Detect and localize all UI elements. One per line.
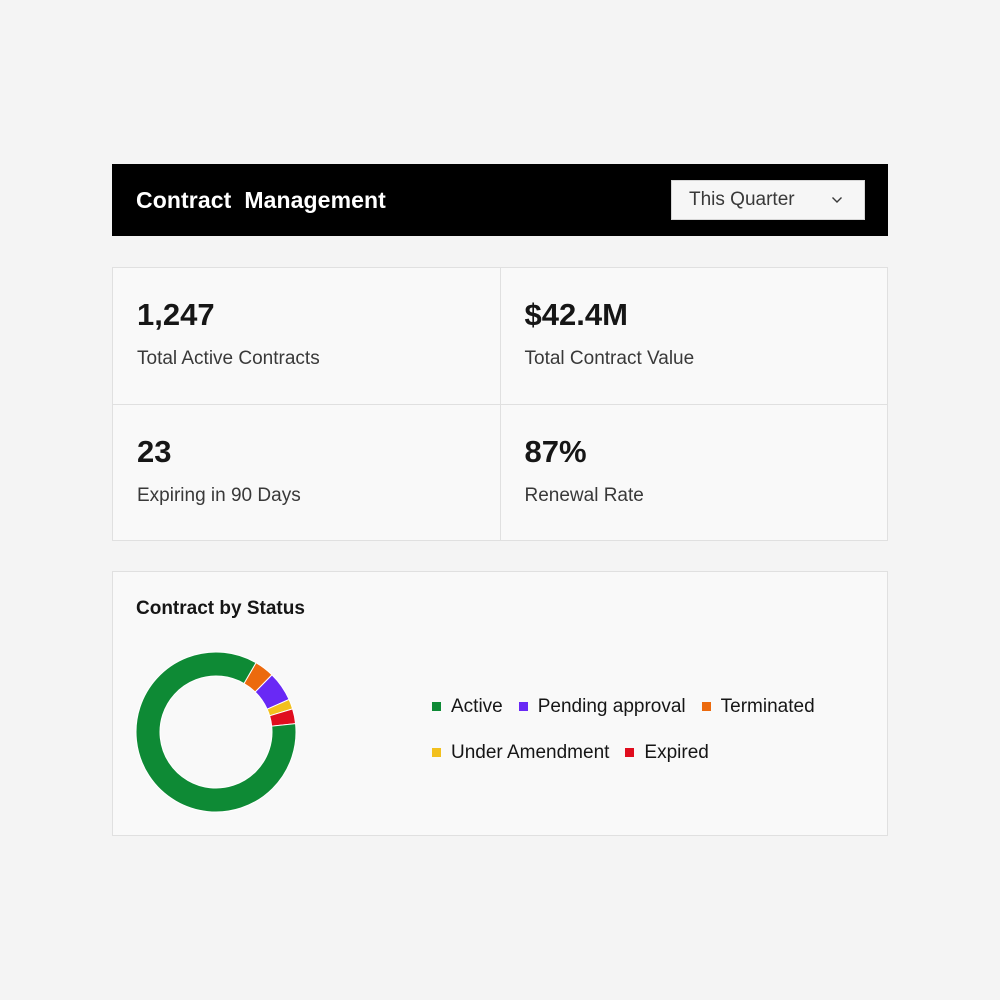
- page-title: Contract Management: [136, 186, 386, 213]
- donut-slice-active[interactable]: [135, 651, 297, 813]
- chevron-down-icon: [830, 195, 844, 205]
- kpi-value: 1,247: [137, 297, 215, 332]
- legend-swatch: [432, 748, 441, 757]
- legend-label: Expired: [644, 741, 709, 763]
- legend-swatch: [625, 748, 635, 757]
- legend-item-expired[interactable]: Expired: [625, 740, 709, 765]
- legend-item-terminated[interactable]: Terminated: [701, 694, 815, 719]
- period-select-value: This Quarter: [689, 189, 795, 210]
- kpi-total-active-contracts: 1,247 Total Active Contracts: [113, 268, 500, 404]
- kpi-label: Expiring in 90 Days: [137, 484, 301, 506]
- kpi-total-contract-value: $42.4M Total Contract Value: [500, 268, 887, 404]
- status-donut-chart: [135, 651, 297, 813]
- legend-label: Pending approval: [537, 695, 686, 717]
- kpi-value: 23: [137, 433, 172, 469]
- chart-title: Contract by Status: [136, 598, 305, 619]
- legend-swatch: [432, 702, 441, 711]
- contract-status-card: Contract by Status Active Pending approva…: [112, 571, 888, 836]
- legend-item-pending-approval[interactable]: Pending approval: [518, 694, 686, 719]
- kpi-label: Total Contract Value: [524, 348, 695, 369]
- kpi-expiring-90-days: 23 Expiring in 90 Days: [113, 404, 500, 540]
- legend-item-under-amendment[interactable]: Under Amendment: [432, 740, 609, 765]
- legend-label: Active: [451, 695, 503, 717]
- period-select[interactable]: This Quarter: [671, 180, 865, 220]
- legend-swatch: [701, 702, 711, 711]
- legend-swatch: [518, 702, 528, 711]
- chart-legend: Active Pending approval Terminated Under Am…: [432, 694, 872, 765]
- kpi-grid: 1,247 Total Active Contracts $42.4M Tota…: [112, 267, 888, 541]
- kpi-value: $42.4M: [524, 297, 628, 332]
- kpi-renewal-rate: 87% Renewal Rate: [500, 404, 887, 540]
- legend-item-active[interactable]: Active: [432, 694, 503, 719]
- kpi-value: 87%: [524, 433, 587, 469]
- dashboard-header: Contract Management This Quarter: [112, 164, 888, 236]
- kpi-label: Total Active Contracts: [137, 348, 320, 369]
- legend-label: Under Amendment: [451, 741, 610, 763]
- kpi-label: Renewal Rate: [524, 484, 644, 506]
- legend-label: Terminated: [720, 695, 815, 717]
